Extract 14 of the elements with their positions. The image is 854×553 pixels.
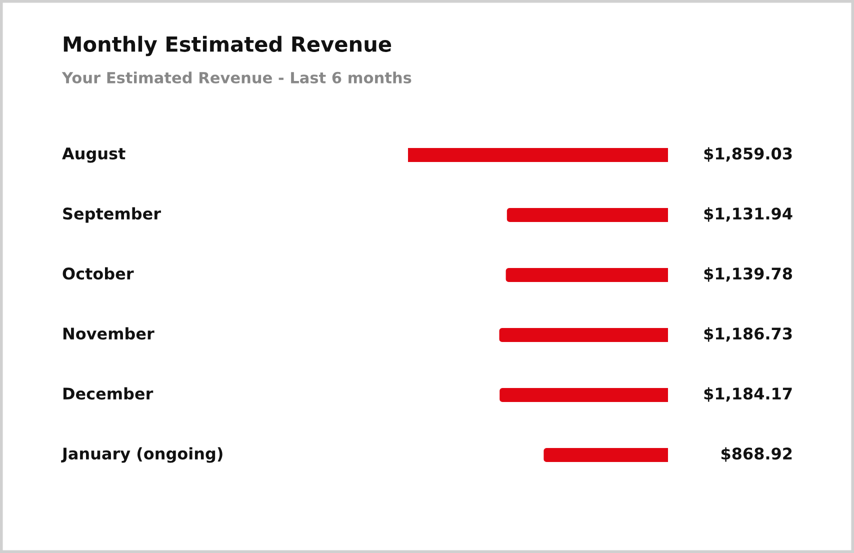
y-tick-label: November — [63, 327, 154, 340]
text: Your Estimated Revenue - Last 6 months — [62, 72, 412, 84]
data-label: $868.92 — [722, 447, 792, 462]
y-tick-label: December — [63, 387, 154, 400]
data-label: $1,859.03 — [704, 147, 792, 162]
text: Monthly Estimated Revenue — [64, 36, 392, 56]
data-label: $1,184.17 — [704, 387, 792, 402]
y-tick-label: January (ongoing) — [61, 447, 222, 463]
data-label: $1,131.94 — [704, 207, 792, 222]
data-label: $1,139.78 — [704, 267, 792, 282]
y-tick-label: October — [62, 267, 134, 280]
y-tick-label: September — [63, 207, 161, 223]
y-tick-label: August — [62, 148, 126, 163]
data-label: $1,186.73 — [704, 327, 792, 342]
